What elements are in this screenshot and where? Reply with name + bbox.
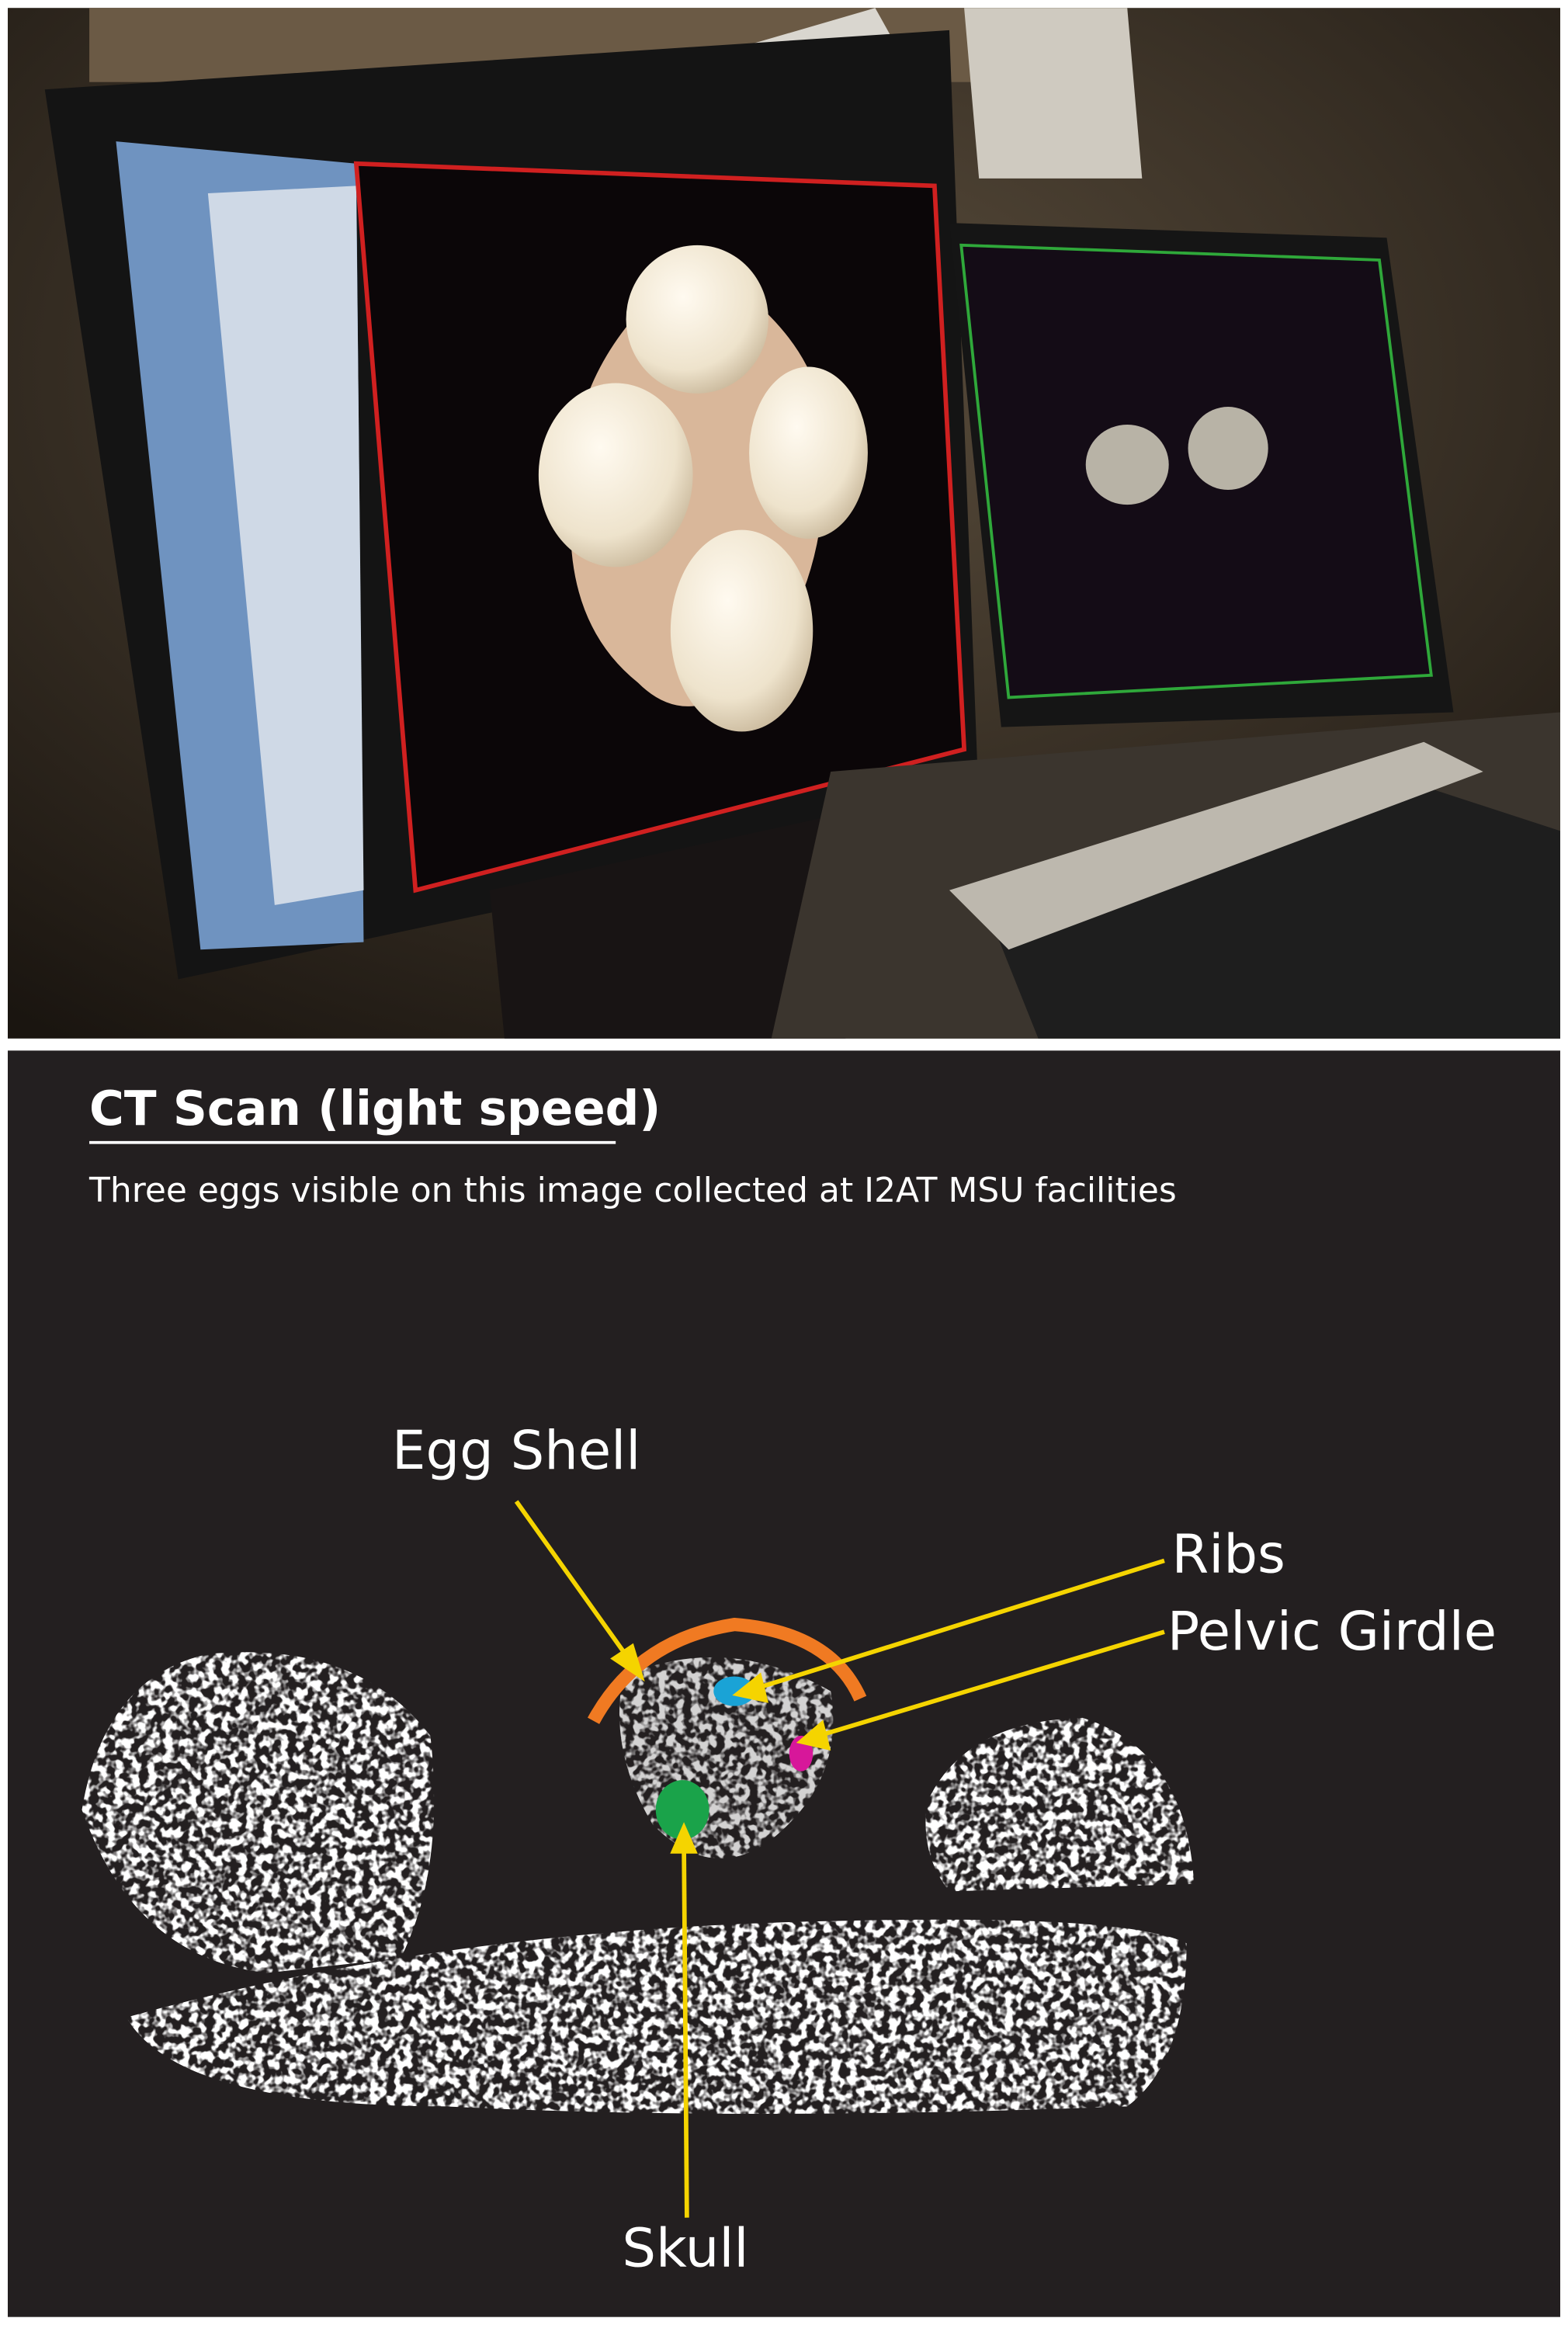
annotation-label: Egg Shell [392, 1420, 640, 1482]
monitor-photo [8, 8, 1560, 1039]
arrows [514, 1500, 1165, 2218]
ribs-highlight [713, 1676, 755, 1706]
egg [749, 366, 868, 540]
ct-panel: CT Scan (light speed) Three eggs visible… [8, 1050, 1560, 2317]
arrow [682, 1845, 689, 2218]
egg [626, 245, 768, 394]
title: CT Scan (light speed) [89, 1081, 661, 1136]
tool-panel-inner [207, 186, 364, 905]
monitor-stand [489, 816, 846, 1039]
subtitle: Three eggs visible on this image collect… [88, 1171, 1177, 1210]
egg-slice [1188, 407, 1268, 491]
arrowhead [610, 1643, 645, 1682]
keyboard [979, 786, 1560, 1039]
arrowhead [732, 1672, 769, 1703]
arrow [755, 1558, 1165, 1691]
arrowhead [670, 1822, 698, 1854]
paper [964, 8, 1143, 179]
annotation-label: Skull [622, 2218, 748, 2280]
egg-slice [1085, 424, 1169, 505]
arrowhead [796, 1719, 831, 1751]
annotation-label: Ribs [1172, 1524, 1285, 1586]
left-egg [82, 1652, 435, 1973]
arrow [514, 1500, 633, 1664]
annotation-label: Pelvic Girdle [1167, 1601, 1497, 1663]
egg [538, 383, 693, 567]
base-slab [126, 1919, 1187, 2114]
keyboard-frame [949, 741, 1483, 950]
egg [670, 529, 813, 732]
right-egg [925, 1717, 1195, 1892]
arrow [818, 1629, 1165, 1738]
skull-highlight [655, 1780, 709, 1840]
